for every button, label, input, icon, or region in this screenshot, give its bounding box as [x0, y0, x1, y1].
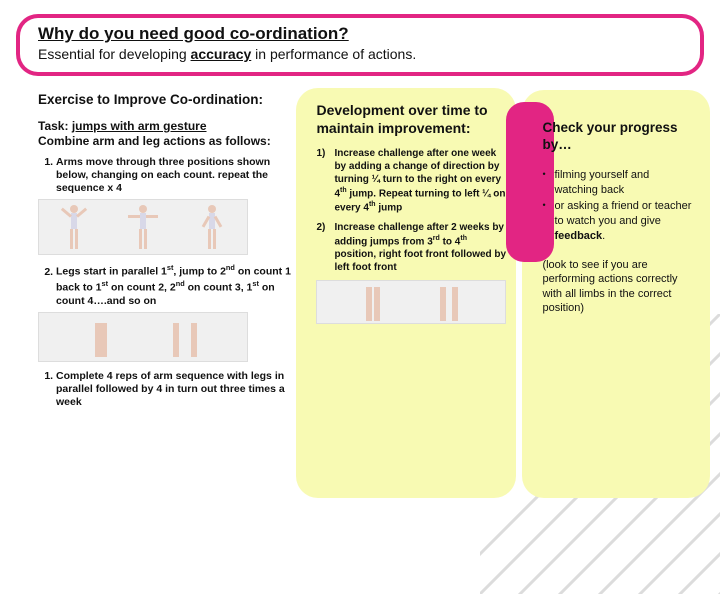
task-label: Task:	[38, 119, 68, 133]
step-arms: Arms move through three positions shown …	[56, 156, 292, 195]
exercise-steps-c: Complete 4 reps of arm sequence with leg…	[38, 370, 292, 409]
check-heading: Check your progress by…	[542, 120, 692, 154]
task-rest: Combine arm and leg actions as follows:	[38, 134, 271, 148]
subtitle-post: in performance of actions.	[251, 46, 416, 62]
exercise-heading: Exercise to Improve Co-ordination:	[38, 92, 292, 109]
subtitle-pre: Essential for developing	[38, 46, 191, 62]
bullet2-post: .	[602, 230, 605, 242]
bullet2-pre: or asking a friend or teacher to watch y…	[554, 200, 691, 227]
development-heading: Development over time to maintain improv…	[316, 102, 506, 137]
development-item-2: 2) Increase challenge after 2 weeks by a…	[316, 221, 506, 274]
subtitle-keyword: accuracy	[191, 46, 252, 62]
development-text-2: Increase challenge after 2 weeks by addi…	[334, 221, 506, 274]
task-underlined: jumps with arm gesture	[72, 119, 207, 133]
check-list: filming yourself and watching back or as…	[542, 168, 692, 244]
foot-positions-figure	[316, 280, 506, 324]
exercise-task: Task: jumps with arm gesture Combine arm…	[38, 119, 292, 150]
column-exercise: Exercise to Improve Co-ordination: Task:…	[38, 92, 292, 413]
column-development: Development over time to maintain improv…	[302, 92, 516, 413]
development-list: 1) Increase challenge after one week by …	[316, 147, 506, 274]
check-note: (look to see if you are performing actio…	[542, 258, 692, 315]
column-check-progress: Check your progress by… filming yourself…	[526, 92, 702, 413]
leg-positions-figure	[38, 312, 248, 362]
exercise-steps-b: Legs start in parallel 1st, jump to 2nd …	[38, 263, 292, 307]
header-inner: Why do you need good co-ordination? Esse…	[20, 18, 700, 72]
bullet2-keyword: feedback	[554, 230, 602, 242]
check-bullet-2: or asking a friend or teacher to watch y…	[542, 199, 692, 244]
columns: Exercise to Improve Co-ordination: Task:…	[0, 86, 720, 413]
development-item-1: 1) Increase challenge after one week by …	[316, 147, 506, 215]
arm-positions-figure	[38, 199, 248, 255]
check-bullet-1: filming yourself and watching back	[542, 168, 692, 198]
list-number: 1)	[316, 147, 334, 215]
header-bar: Why do you need good co-ordination? Esse…	[16, 14, 704, 76]
list-number: 2)	[316, 221, 334, 274]
page-subtitle: Essential for developing accuracy in per…	[38, 46, 682, 62]
development-text-1: Increase challenge after one week by add…	[334, 147, 506, 215]
step-legs: Legs start in parallel 1st, jump to 2nd …	[56, 263, 292, 307]
exercise-steps-a: Arms move through three positions shown …	[38, 156, 292, 195]
step-reps: Complete 4 reps of arm sequence with leg…	[56, 370, 292, 409]
page-title: Why do you need good co-ordination?	[38, 24, 682, 44]
